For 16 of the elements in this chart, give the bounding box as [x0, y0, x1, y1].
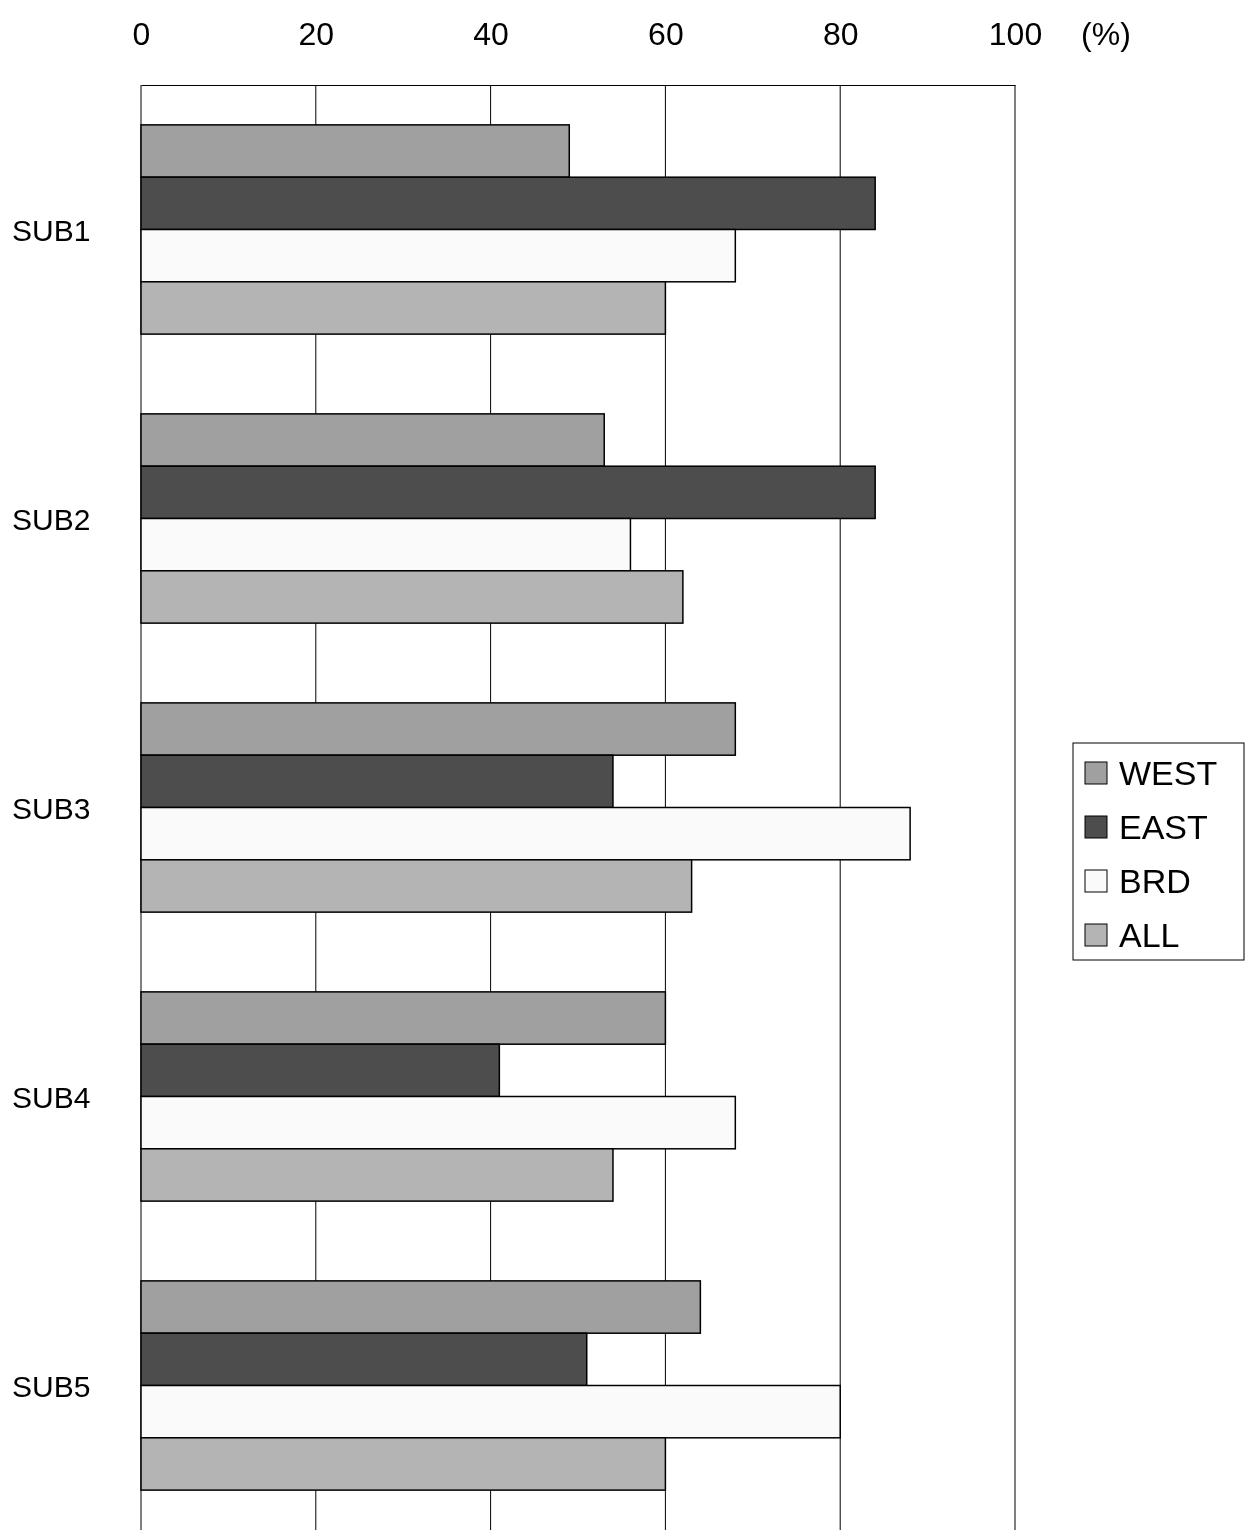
x-tick-label: 20	[298, 16, 335, 52]
x-tick-label: 60	[648, 16, 684, 52]
y-tick-label: SUB1	[12, 213, 91, 247]
y-tick-label: SUB2	[12, 502, 91, 536]
legend-label: WEST	[1119, 754, 1218, 792]
x-tick-label: 100	[988, 16, 1043, 52]
x-tick-label: 0	[132, 16, 151, 52]
x-axis-title: (%)	[1081, 16, 1131, 52]
legend-label: EAST	[1119, 808, 1208, 846]
legend-label: ALL	[1119, 916, 1180, 954]
y-tick-label: SUB4	[12, 1080, 91, 1114]
x-tick-label: 80	[822, 16, 859, 52]
legend-label: BRD	[1119, 862, 1191, 900]
y-tick-label: SUB3	[12, 791, 91, 825]
x-tick-label: 40	[473, 16, 509, 52]
y-tick-label: SUB5	[12, 1369, 91, 1403]
